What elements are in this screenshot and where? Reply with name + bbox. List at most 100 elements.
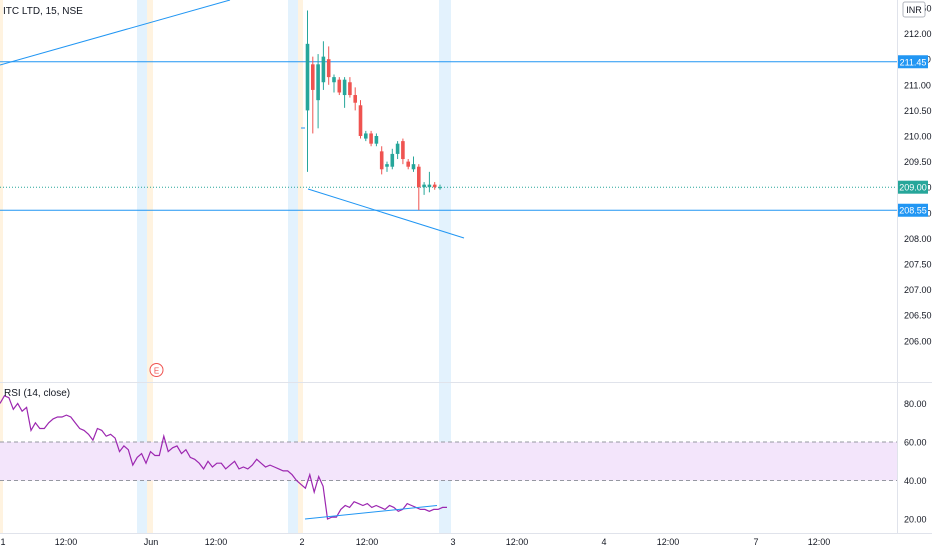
candle-body xyxy=(427,184,432,188)
rsi-trendline[interactable] xyxy=(304,505,438,520)
trendline[interactable] xyxy=(0,0,231,66)
candle-body xyxy=(305,43,310,111)
candle[interactable] xyxy=(321,41,326,90)
candle[interactable] xyxy=(379,146,384,175)
price-pane[interactable] xyxy=(0,0,897,239)
candle-body xyxy=(337,79,342,93)
currency-badge[interactable]: INR xyxy=(902,1,926,18)
candle[interactable] xyxy=(406,159,410,170)
candle[interactable] xyxy=(326,46,331,85)
candle[interactable] xyxy=(348,77,352,98)
trendline[interactable] xyxy=(307,188,465,239)
candle[interactable] xyxy=(427,171,432,193)
session-strip xyxy=(147,0,153,533)
currency-label: INR xyxy=(906,5,922,15)
time-tick-label: 4 xyxy=(601,537,606,547)
candle[interactable] xyxy=(342,77,347,108)
rsi-legend[interactable]: RSI (14, close) xyxy=(4,388,70,399)
price-badge-label: 209.00 xyxy=(899,183,927,193)
rsi-pane[interactable] xyxy=(0,395,897,520)
candle[interactable] xyxy=(311,56,315,134)
candle-body xyxy=(358,105,363,136)
price-axis-badges: 211.45 209.00 208.55 xyxy=(898,55,928,217)
price-badge-label: 208.55 xyxy=(899,206,927,216)
candle-body xyxy=(411,164,416,170)
session-strip xyxy=(0,0,3,533)
price-tick-label: 210.50 xyxy=(904,106,932,116)
candle-body xyxy=(417,166,421,188)
time-tick-label: 3 xyxy=(450,537,455,547)
rsi-axis[interactable]: 80.00 60.00 40.00 20.00 xyxy=(904,399,927,525)
candle[interactable] xyxy=(358,100,363,139)
time-tick-label: Jun xyxy=(144,537,159,547)
candle[interactable] xyxy=(353,87,357,111)
price-tick-label: 206.00 xyxy=(904,336,932,346)
price-axis[interactable]: 212.50212.00211.50211.00210.50210.00209.… xyxy=(897,0,932,533)
horizontal-price-lines xyxy=(0,61,897,211)
candle-body xyxy=(311,64,315,90)
candle[interactable] xyxy=(432,182,437,190)
rsi-tick-label: 40.00 xyxy=(904,476,927,486)
candle[interactable] xyxy=(332,74,336,93)
candle[interactable] xyxy=(369,130,373,147)
candle-body xyxy=(422,184,426,188)
price-tick-label: 207.50 xyxy=(904,260,932,270)
rsi-band xyxy=(0,442,897,481)
candle-body xyxy=(395,143,400,154)
time-tick-label: 7 xyxy=(753,537,758,547)
candle[interactable] xyxy=(438,184,442,190)
candle-body xyxy=(348,82,352,96)
price-tick-label: 211.00 xyxy=(904,80,931,90)
candle-body xyxy=(353,95,357,103)
time-tick-label: 1 xyxy=(0,537,5,547)
time-tick-label: 12:00 xyxy=(205,537,228,547)
candle-body xyxy=(438,187,442,189)
candle[interactable] xyxy=(385,161,389,172)
candle-body xyxy=(432,184,437,188)
candle-body xyxy=(369,133,373,144)
candle-body xyxy=(364,133,368,139)
candle-body xyxy=(401,141,405,160)
candle[interactable] xyxy=(305,10,310,172)
candle[interactable] xyxy=(395,141,400,160)
candle[interactable] xyxy=(390,148,395,170)
candle-body xyxy=(342,79,347,96)
candle[interactable] xyxy=(401,138,405,165)
price-tick-label: 207.00 xyxy=(904,285,932,295)
candle-body xyxy=(332,77,336,83)
session-strip xyxy=(439,0,451,533)
earnings-marker-label: E xyxy=(154,367,159,376)
candle-body xyxy=(326,59,331,78)
candle[interactable] xyxy=(364,130,368,142)
candle[interactable] xyxy=(337,77,342,96)
price-tick-label: 206.50 xyxy=(904,311,932,321)
time-axis[interactable]: 1 12:00 Jun 12:00 2 12:00 3 12:00 4 12:00 7 12:00 xyxy=(0,533,932,548)
horizontal-line-badge[interactable] xyxy=(898,203,928,217)
price-axis-ticks: 212.50212.00211.50211.00210.50210.00209.… xyxy=(904,4,932,347)
session-strip xyxy=(298,0,303,533)
rsi-tick-label: 20.00 xyxy=(904,515,927,525)
price-badge-label: 211.45 xyxy=(900,57,927,67)
time-tick-label: 2 xyxy=(299,537,304,547)
time-tick-label: 12:00 xyxy=(657,537,680,547)
candle[interactable] xyxy=(417,164,421,211)
rsi-tick-label: 80.00 xyxy=(904,399,927,409)
horizontal-line-badge[interactable] xyxy=(898,55,928,69)
candle[interactable] xyxy=(316,54,320,129)
candle-body xyxy=(316,64,320,101)
candle[interactable] xyxy=(411,156,416,172)
symbol-legend[interactable]: ITC LTD, 15, NSE xyxy=(3,6,83,17)
time-tick-label: 12:00 xyxy=(356,537,379,547)
earnings-marker[interactable]: E xyxy=(149,363,164,377)
session-highlights xyxy=(0,0,451,533)
candle[interactable] xyxy=(374,133,379,147)
rsi-band-lines xyxy=(0,441,897,481)
last-price-badge[interactable] xyxy=(898,180,928,194)
candle-body xyxy=(406,161,410,167)
price-tick-label: 210.00 xyxy=(904,132,932,142)
time-tick-label: 12:00 xyxy=(808,537,831,547)
candlestick-series xyxy=(301,10,442,211)
candle[interactable] xyxy=(422,182,426,195)
trendlines xyxy=(0,0,465,239)
